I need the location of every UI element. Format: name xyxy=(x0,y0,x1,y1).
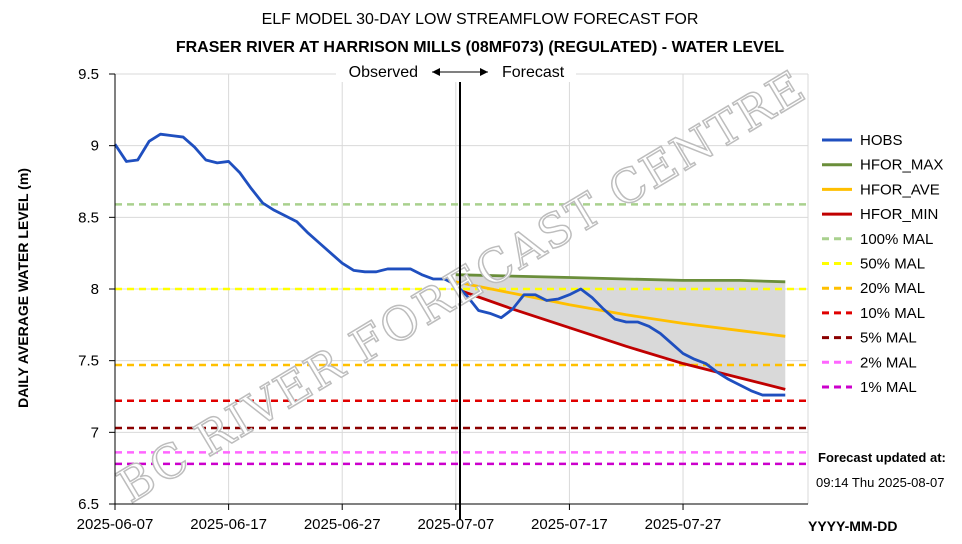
arrow-right-icon xyxy=(480,68,488,76)
update-time: 09:14 Thu 2025-08-07 xyxy=(816,475,944,490)
y-tick-label: 7 xyxy=(91,424,99,441)
legend-label: 2% MAL xyxy=(860,354,917,371)
y-tick-label: 9.5 xyxy=(78,66,99,83)
x-tick-label: 2025-07-17 xyxy=(531,516,608,533)
legend-label: HOBS xyxy=(860,132,903,149)
legend-label: 20% MAL xyxy=(860,280,925,297)
legend-label: HFOR_MIN xyxy=(860,206,938,223)
y-tick-labels: 6.5 7 7.5 8 8.5 9 9.5 xyxy=(78,66,99,513)
observed-label: Observed xyxy=(349,64,418,81)
legend-label: 10% MAL xyxy=(860,305,925,322)
legend-label: 100% MAL xyxy=(860,231,933,248)
series-line-hfor-max xyxy=(455,273,786,284)
y-tick-label: 7.5 xyxy=(78,353,99,370)
x-tick-label: 2025-06-17 xyxy=(190,516,267,533)
legend: HOBS HFOR_MAX HFOR_AVE HFOR_MIN 100% MAL 50% … xyxy=(822,132,943,396)
series-lines xyxy=(113,132,786,397)
legend-label: 1% MAL xyxy=(860,379,917,396)
x-axis-label: YYYY-MM-DD xyxy=(808,518,897,534)
legend-label: 5% MAL xyxy=(860,330,917,347)
x-tick-label: 2025-07-27 xyxy=(645,516,722,533)
axes xyxy=(109,73,808,510)
x-tick-label: 2025-06-27 xyxy=(304,516,381,533)
legend-label: HFOR_MAX xyxy=(860,157,943,174)
y-tick-label: 6.5 xyxy=(78,496,99,513)
series-line-hfor-ave xyxy=(455,280,786,338)
x-tick-labels: 2025-06-07 2025-06-17 2025-06-27 2025-07-07… xyxy=(77,516,722,533)
forecast-label: Forecast xyxy=(502,64,565,81)
y-tick-label: 9 xyxy=(91,138,99,155)
chart-title: ELF MODEL 30-DAY LOW STREAMFLOW FORECAST… xyxy=(262,11,699,28)
y-axis-label: DAILY AVERAGE WATER LEVEL (m) xyxy=(15,168,31,408)
x-tick-label: 2025-06-07 xyxy=(77,516,154,533)
y-tick-label: 8.5 xyxy=(78,209,99,226)
x-tick-label: 2025-07-07 xyxy=(417,516,494,533)
forecast-range-area xyxy=(455,274,786,390)
legend-label: HFOR_AVE xyxy=(860,181,940,198)
arrow-left-icon xyxy=(432,68,440,76)
update-label: Forecast updated at: xyxy=(818,450,946,465)
y-tick-label: 8 xyxy=(91,281,99,298)
forecast-range-shading xyxy=(455,274,786,390)
series-line-hobs xyxy=(113,132,786,397)
chart-subtitle: FRASER RIVER AT HARRISON MILLS (08MF073)… xyxy=(176,39,785,56)
legend-label: 50% MAL xyxy=(860,256,925,273)
